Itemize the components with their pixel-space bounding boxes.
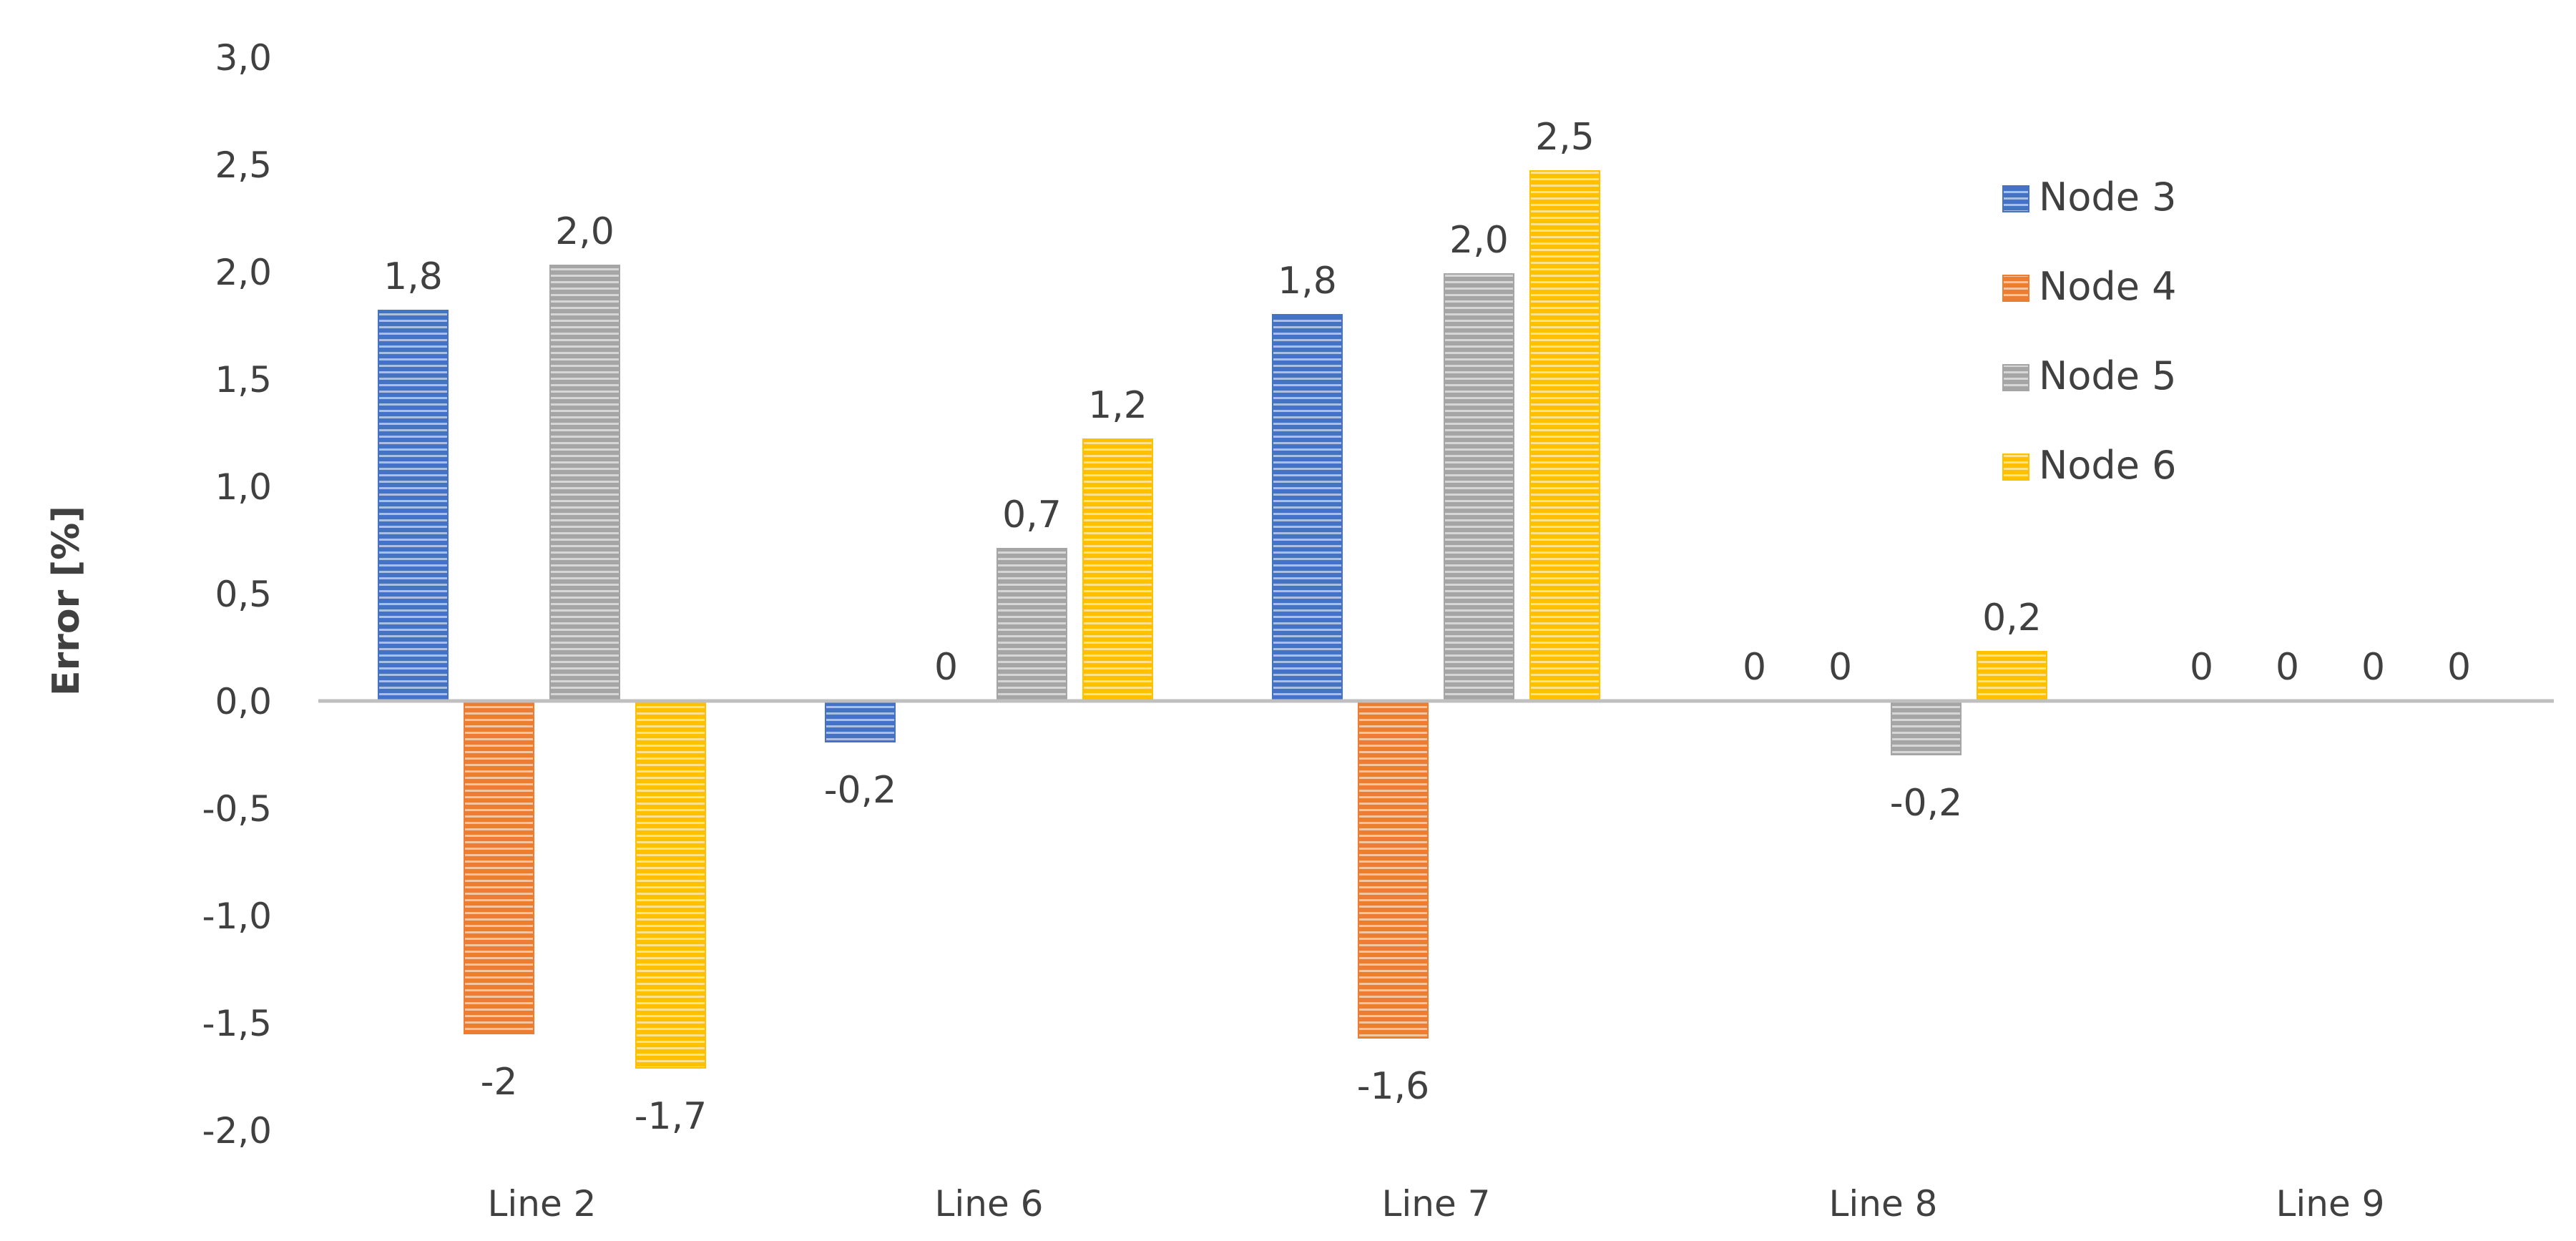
data-label: -0,2 [1890, 782, 1962, 825]
y-tick-label: -2,0 [202, 1110, 272, 1152]
legend-label-node-6: Node 6 [2039, 443, 2176, 488]
y-axis-label: Error [%] [45, 506, 88, 696]
y-tick-label: 0,0 [215, 681, 272, 722]
bar-node-6-line-7 [1529, 170, 1600, 702]
data-label: -1,7 [635, 1095, 707, 1138]
bar-node-4-line-2 [464, 700, 534, 1034]
bar-node-5-line-2 [549, 265, 620, 702]
legend-label-node-4: Node 4 [2039, 264, 2176, 309]
bar-node-5-line-6 [996, 548, 1067, 702]
bar-node-6-line-2 [635, 700, 706, 1069]
y-tick-label: 2,5 [215, 144, 272, 186]
bar-node-6-line-8 [1977, 651, 2047, 702]
data-label: 0 [2361, 646, 2385, 689]
y-tick-label: 0,5 [215, 574, 272, 615]
data-label: 2,0 [555, 210, 614, 253]
data-label: 2,5 [1535, 116, 1595, 159]
data-label: 0 [2276, 646, 2299, 689]
category-label: Line 8 [1829, 1183, 1938, 1225]
y-tick-label: 2,0 [215, 252, 272, 293]
data-label: 1,8 [1278, 260, 1337, 303]
bar-node-5-line-8 [1891, 700, 1962, 755]
bar-node-5-line-7 [1444, 273, 1514, 702]
data-labels: 1,8 -2 2,0 -1,7 -0,2 0 0,7 1,2 1,8 -1,6 2,0 2,5 0 0 -0… [383, 116, 2471, 1138]
y-tick-label: -1,5 [202, 1003, 272, 1044]
data-label: 0 [2190, 646, 2213, 689]
data-label: 1,2 [1088, 384, 1147, 427]
data-label: 0 [2447, 646, 2471, 689]
legend-label-node-3: Node 3 [2039, 175, 2176, 220]
data-label: 0,2 [1982, 597, 2042, 639]
data-label: 0 [1828, 646, 1852, 689]
legend-swatch-node-4 [2002, 275, 2029, 302]
data-label: -1,6 [1357, 1065, 1429, 1108]
y-tick-label: 1,0 [215, 466, 272, 508]
data-label: 0,7 [1002, 494, 1062, 536]
data-label: 0 [1743, 646, 1766, 689]
data-label: 0 [934, 646, 958, 689]
y-tick-label: -1,0 [202, 896, 272, 937]
data-label: 1,8 [383, 255, 443, 298]
legend-swatch-node-6 [2002, 453, 2029, 481]
category-label: Line 7 [1382, 1183, 1491, 1225]
bar-node-3-line-7 [1272, 314, 1343, 702]
data-label: 2,0 [1449, 219, 1509, 262]
y-tick-label: 3,0 [215, 37, 272, 79]
bar-node-6-line-6 [1082, 438, 1153, 702]
bar-node-4-line-7 [1358, 700, 1429, 1039]
y-tick-label: -0,5 [202, 788, 272, 830]
bar-node-3-line-6 [825, 700, 896, 742]
legend-label-node-5: Node 5 [2039, 353, 2176, 398]
legend: Node 3 Node 4 Node 5 Node 6 [2002, 175, 2176, 488]
category-label: Line 6 [935, 1183, 1044, 1225]
data-label: -0,2 [824, 769, 896, 812]
category-label: Line 2 [488, 1183, 597, 1225]
y-axis-ticks: 3,0 2,5 2,0 1,5 1,0 0,5 0,0 -0,5 -1,0 -1,5 -2,0 [202, 37, 272, 1152]
bars [378, 170, 2047, 1069]
legend-swatch-node-5 [2002, 364, 2029, 391]
category-labels: Line 2 Line 6 Line 7 Line 8 Line 9 [488, 1183, 2385, 1225]
category-label: Line 9 [2276, 1183, 2385, 1225]
data-label: -2 [481, 1061, 518, 1104]
bar-node-3-line-2 [378, 310, 449, 702]
y-tick-label: 1,5 [215, 359, 272, 401]
legend-swatch-node-3 [2002, 185, 2029, 212]
